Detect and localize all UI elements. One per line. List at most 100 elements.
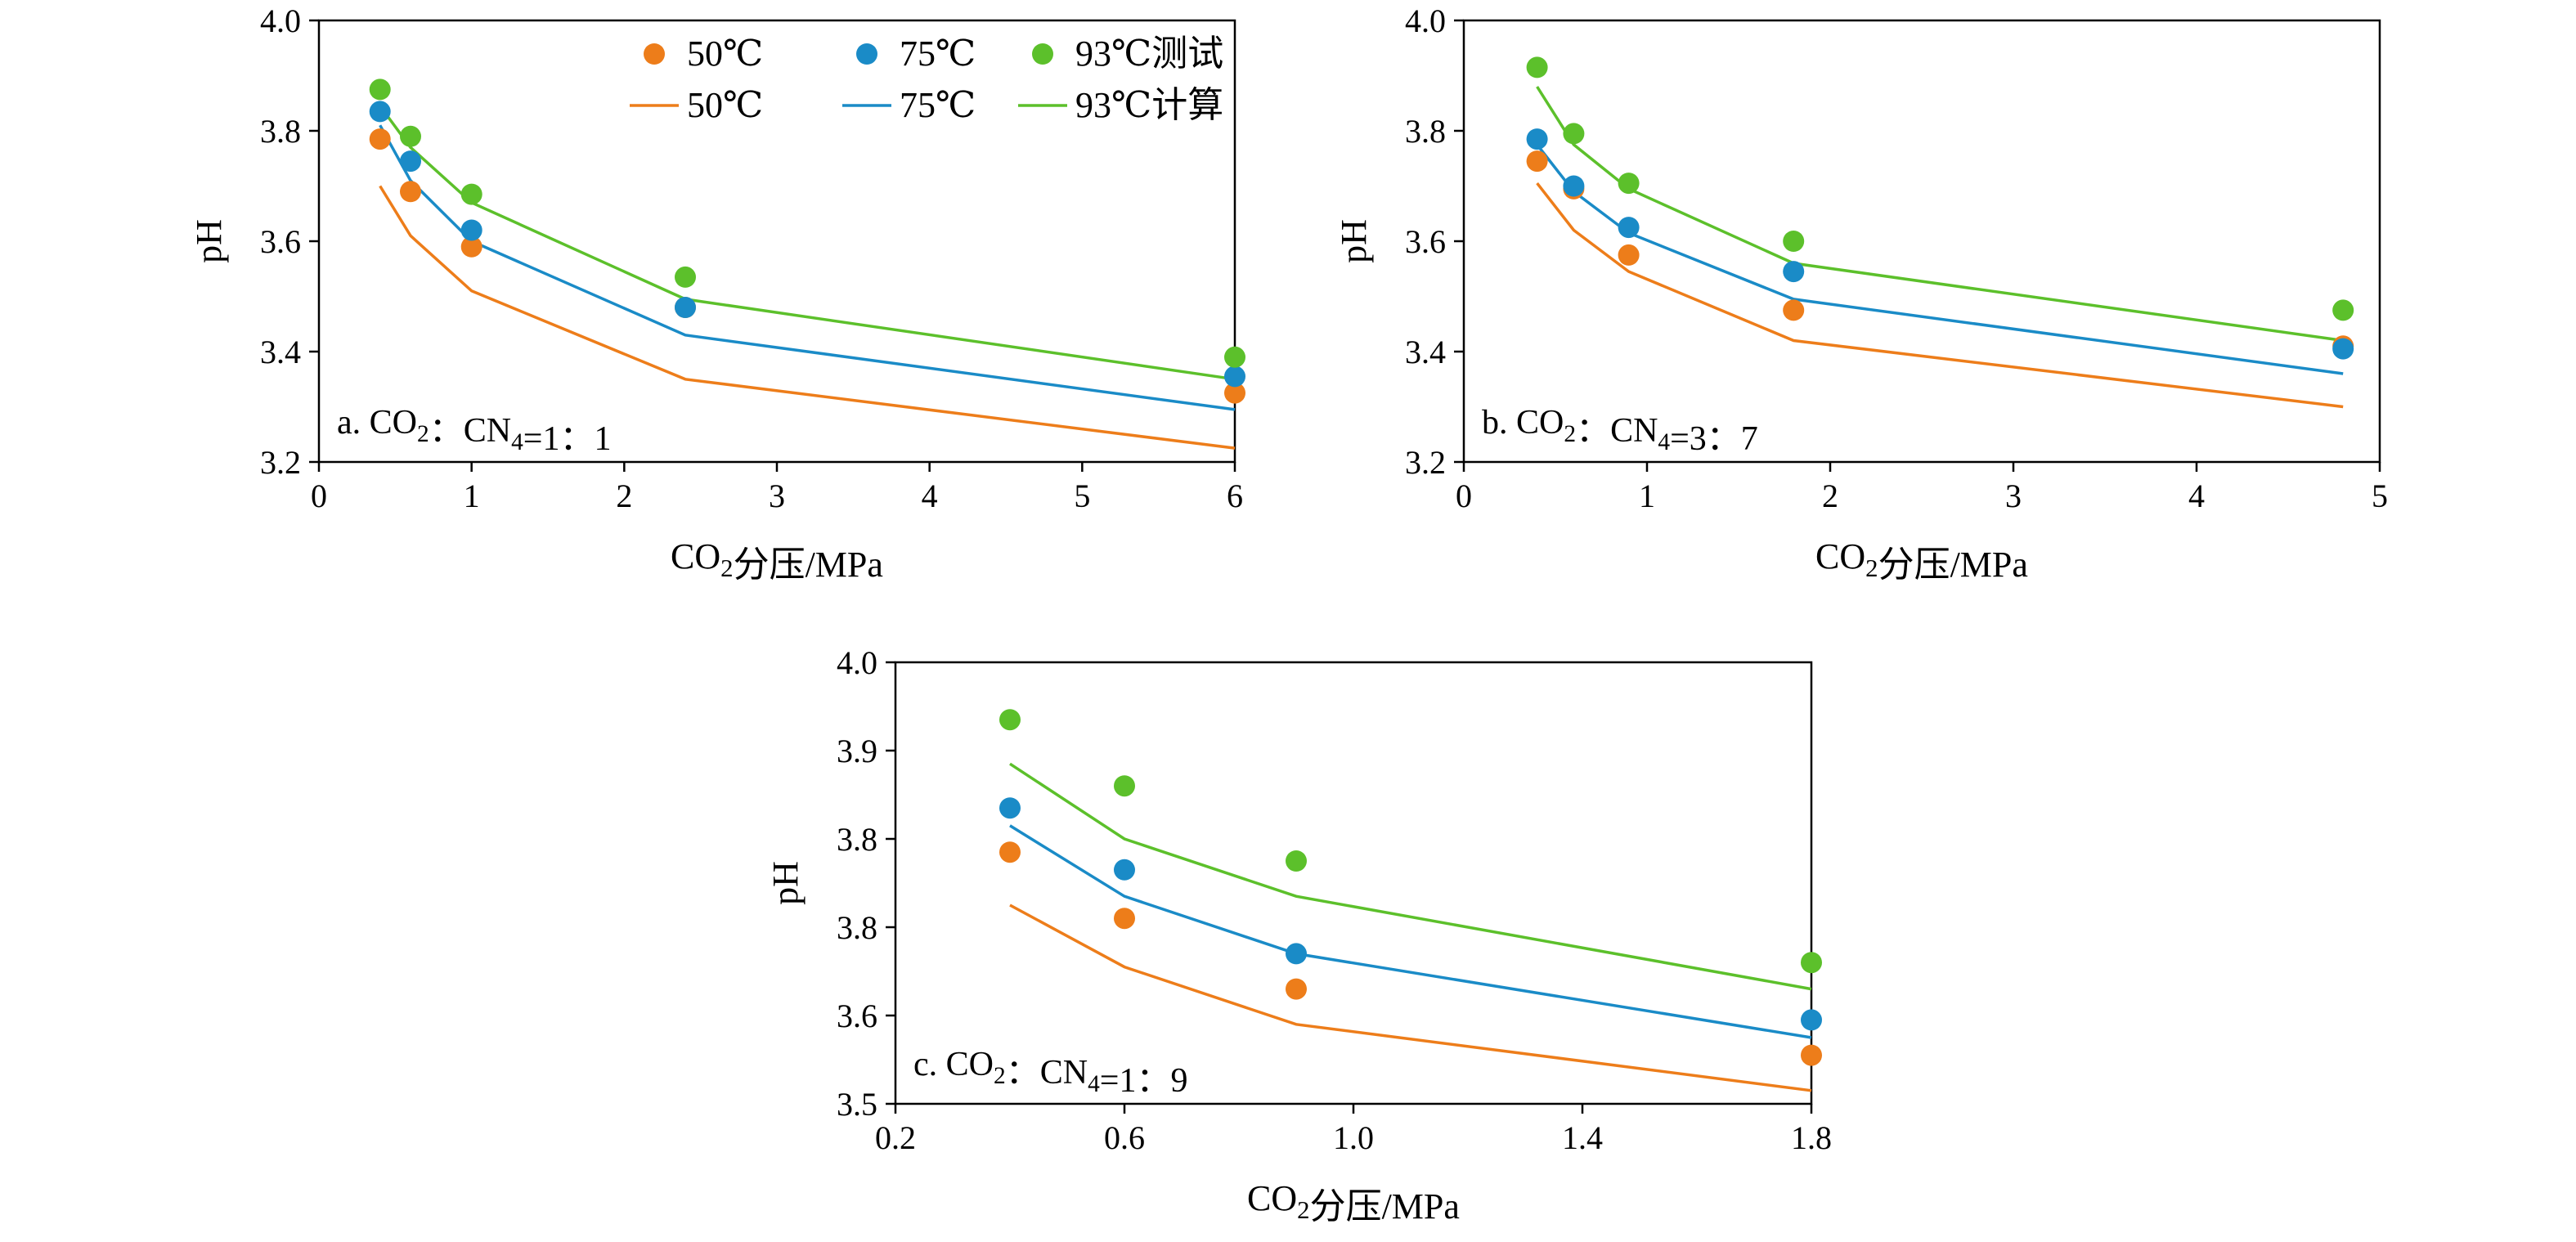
data-point [675, 297, 696, 318]
legend-label: 75℃ [900, 34, 976, 74]
x-tick-label: 1 [1639, 478, 1655, 514]
y-tick-label: 4.0 [260, 2, 301, 39]
legend-label: 75℃ [900, 85, 976, 125]
x-axis-title: CO2分压/MPa [671, 536, 883, 585]
data-point [999, 709, 1021, 731]
legend-marker [644, 43, 665, 65]
y-tick-label: 3.8 [837, 821, 877, 858]
x-tick-label: 1.0 [1333, 1119, 1374, 1156]
legend-label: 93℃计算 [1075, 85, 1223, 125]
x-tick-label: 3 [2005, 478, 2022, 514]
x-tick-label: 5 [2372, 478, 2388, 514]
y-tick-label: 3.5 [837, 1086, 877, 1123]
data-point [1526, 56, 1548, 78]
series-line [1536, 86, 2344, 343]
data-point [1618, 217, 1640, 239]
chart-panel-1: 0 1 2 3 4 5 3.2 3.4 3.6 3.8 4.0 CO2分压/MPa pH b. CO2：C… [1334, 2, 2388, 585]
data-point [675, 266, 696, 288]
y-tick-label: 3.9 [837, 733, 877, 769]
legend-label: 50℃ [687, 85, 763, 125]
data-point [369, 101, 391, 123]
data-point [1286, 943, 1307, 965]
series-line [379, 105, 1236, 381]
y-tick-label: 3.8 [837, 909, 877, 946]
panel-annotation: c. CO2：CN4=1：9 [913, 1046, 1187, 1100]
x-tick-label: 4 [922, 478, 938, 514]
x-tick-label: 6 [1227, 478, 1243, 514]
data-point [1563, 123, 1585, 145]
data-point [1224, 346, 1245, 368]
chart-panel-0: 0 1 2 3 4 5 6 3.2 3.4 3.6 3.8 4.0 CO2分压/MPa pH a. CO2：… [189, 2, 1245, 585]
data-point [369, 78, 391, 101]
y-tick-label: 3.4 [1405, 334, 1446, 370]
data-point [460, 219, 482, 241]
y-axis-title: pH [189, 219, 229, 263]
x-tick-label: 1.8 [1791, 1119, 1832, 1156]
x-tick-label: 2 [616, 478, 632, 514]
chart-panel-2: 0.2 0.6 1.0 1.4 1.8 3.5 3.6 3.8 3.8 3.9 4.0 CO2分压/M… [765, 644, 1832, 1226]
panel-annotation: b. CO2：CN4=3：7 [1482, 404, 1758, 458]
legend-marker [1032, 43, 1053, 65]
y-axis-title: pH [765, 861, 806, 905]
x-tick-label: 1.4 [1562, 1119, 1603, 1156]
series-line [1009, 762, 1812, 991]
data-point [1783, 299, 1805, 321]
data-point [1526, 128, 1548, 150]
y-axis-title: pH [1334, 219, 1374, 263]
data-point [1286, 978, 1307, 1000]
data-point [1526, 150, 1548, 173]
data-point [1801, 1009, 1822, 1031]
y-tick-label: 3.8 [1405, 113, 1446, 150]
legend-label: 93℃测试 [1075, 34, 1223, 74]
series-line [1536, 182, 2344, 409]
y-tick-label: 4.0 [1405, 2, 1446, 39]
x-tick-label: 4 [2188, 478, 2205, 514]
y-tick-label: 3.8 [260, 113, 301, 150]
y-tick-label: 3.6 [837, 998, 877, 1034]
data-point [1618, 244, 1640, 266]
plot-frame [894, 661, 1813, 1105]
series-line [1009, 824, 1812, 1039]
data-point [2332, 338, 2354, 360]
data-point [1114, 775, 1135, 797]
y-tick-label: 3.4 [260, 334, 301, 370]
data-point [1114, 908, 1135, 930]
legend-marker [856, 43, 877, 65]
x-tick-label: 2 [1822, 478, 1838, 514]
data-point [999, 841, 1021, 863]
data-point [2332, 299, 2354, 321]
series-line [379, 185, 1236, 450]
data-point [1801, 952, 1822, 974]
series-line [1536, 143, 2344, 375]
x-tick-label: 1 [464, 478, 480, 514]
series-line [379, 124, 1236, 411]
y-tick-label: 3.6 [260, 223, 301, 260]
data-point [400, 150, 421, 173]
x-axis-title: CO2分压/MPa [1247, 1178, 1460, 1226]
legend: 50℃ 75℃ 93℃测试 50℃ 75℃ 93℃计算 [630, 34, 1223, 125]
y-tick-label: 3.2 [1405, 444, 1446, 481]
data-point [1563, 175, 1585, 197]
data-point [1224, 382, 1245, 404]
data-point [369, 128, 391, 150]
data-point [400, 181, 421, 203]
y-tick-label: 4.0 [837, 644, 877, 681]
data-point [400, 125, 421, 147]
x-tick-label: 0.6 [1104, 1119, 1145, 1156]
data-point [1224, 365, 1245, 388]
series-line [1009, 903, 1812, 1092]
legend-label: 50℃ [687, 34, 763, 74]
data-point [460, 235, 482, 258]
x-tick-label: 0.2 [875, 1119, 916, 1156]
panel-annotation: a. CO2：CN4=1：1 [337, 404, 611, 458]
data-point [1114, 859, 1135, 881]
data-point [1801, 1044, 1822, 1066]
data-point [999, 797, 1021, 819]
data-point [460, 183, 482, 205]
x-tick-label: 3 [769, 478, 785, 514]
x-tick-label: 0 [311, 478, 327, 514]
data-point [1783, 231, 1805, 252]
x-tick-label: 0 [1456, 478, 1472, 514]
y-tick-label: 3.2 [260, 444, 301, 481]
